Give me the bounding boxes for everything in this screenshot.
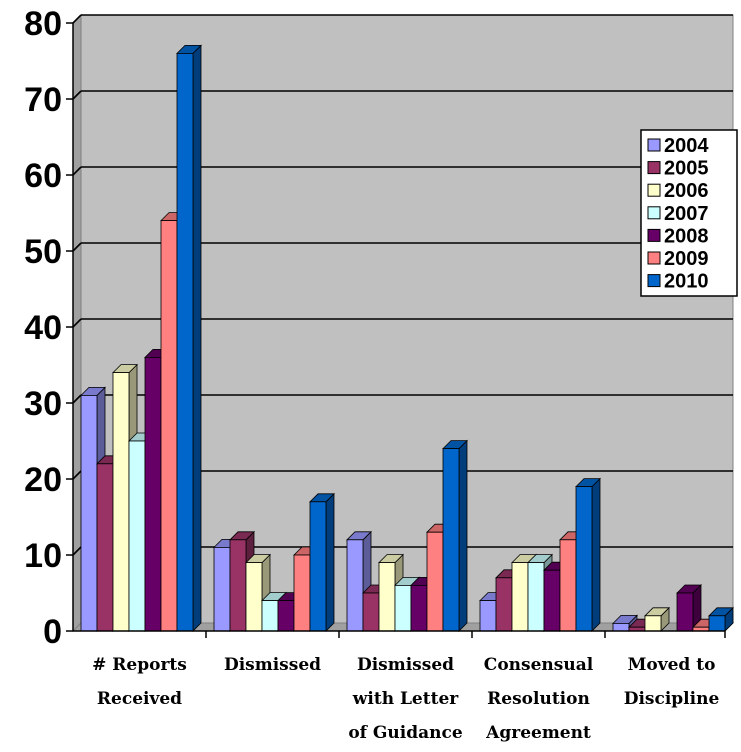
- gridline-side: [72, 394, 82, 404]
- bar-2010-cat-3: [442, 439, 468, 632]
- bar-front: [676, 592, 694, 632]
- gridline-side: [72, 470, 82, 480]
- gridline-side: [72, 546, 82, 556]
- bar-2010-cat-4: [575, 477, 601, 632]
- bar-front: [245, 562, 263, 632]
- bar-front: [160, 220, 178, 632]
- gridline-side: [72, 318, 82, 328]
- bar-front: [708, 615, 726, 632]
- bar-front: [128, 440, 146, 632]
- legend-swatch-2008: [647, 228, 661, 242]
- bar-front: [426, 531, 444, 632]
- legend-swatch-2005: [647, 161, 661, 175]
- bar-front: [612, 623, 630, 632]
- bar-side: [591, 477, 601, 632]
- bars: [80, 44, 734, 632]
- bar-front: [410, 585, 428, 632]
- legend-swatch-2004: [647, 138, 661, 152]
- bar-front: [261, 600, 279, 632]
- y-tick-label: 70: [24, 81, 62, 119]
- bar-front: [559, 539, 577, 632]
- bar-front: [112, 372, 130, 632]
- bar-front: [543, 569, 561, 632]
- bar-front: [346, 539, 364, 632]
- bar-front: [309, 501, 327, 632]
- legend-label-2004: 2004: [664, 135, 709, 157]
- x-tick-label: of Guidance: [348, 723, 463, 743]
- x-tick-label: Resolution: [487, 689, 590, 709]
- y-tick-label: 30: [24, 385, 62, 423]
- legend-label-2010: 2010: [664, 271, 709, 293]
- bar-2010-cat-1: [176, 44, 202, 632]
- bar-front: [362, 592, 380, 632]
- legend-swatch-2010: [647, 274, 661, 288]
- bar-front: [96, 463, 114, 632]
- bar-front: [644, 615, 662, 632]
- y-tick-label: 50: [24, 233, 62, 271]
- bar-front: [229, 539, 247, 632]
- x-tick-label: Discipline: [624, 689, 720, 709]
- bar-front: [176, 53, 194, 632]
- gridline-side: [72, 242, 82, 252]
- legend-swatch-2007: [647, 206, 661, 220]
- bar-front: [442, 448, 460, 632]
- gridline-side: [72, 166, 82, 176]
- bar-front: [511, 562, 529, 632]
- bar-side: [458, 439, 468, 632]
- bar-front: [575, 486, 593, 632]
- legend-label-2008: 2008: [664, 225, 709, 247]
- y-tick-label: 80: [24, 5, 62, 43]
- axes: 0 10 20 30 40 50 60 70 80 # Reports Received Dismis…: [24, 5, 726, 743]
- y-tick-label: 20: [24, 461, 62, 499]
- legend-label-2006: 2006: [664, 180, 709, 202]
- legend-label-2005: 2005: [664, 158, 709, 180]
- legend-label-2007: 2007: [664, 203, 709, 225]
- bar-front: [394, 585, 412, 632]
- bar-side: [192, 44, 202, 632]
- bar-front: [80, 394, 98, 632]
- bar-front: [527, 562, 545, 632]
- y-tick-label: 10: [24, 537, 62, 575]
- x-tick-label: Dismissed: [224, 655, 321, 675]
- bar-front: [378, 562, 396, 632]
- x-tick-label: Dismissed: [357, 655, 454, 675]
- x-tick-label: with Letter: [352, 689, 460, 709]
- bar-front: [277, 600, 295, 632]
- bar-front: [144, 356, 162, 632]
- bar-front: [495, 577, 513, 632]
- bar-2010-cat-5: [708, 606, 734, 632]
- bar-front: [213, 547, 231, 632]
- bar-side: [325, 492, 335, 632]
- x-tick-label: # Reports: [92, 655, 187, 675]
- x-tick-label: Agreement: [485, 723, 591, 743]
- x-tick-label: Moved to: [628, 655, 716, 675]
- x-tick-label: Received: [97, 689, 182, 709]
- legend-swatch-2009: [647, 251, 661, 265]
- bar-2010-cat-2: [309, 492, 335, 632]
- legend-label-2009: 2009: [664, 248, 709, 270]
- y-tick-label: 0: [43, 613, 62, 651]
- legend-swatch-2006: [647, 183, 661, 197]
- x-tick-label: Consensual: [484, 655, 594, 675]
- bar-front: [479, 600, 497, 632]
- y-tick-label: 40: [24, 309, 62, 347]
- bar-front: [293, 554, 311, 632]
- y-tick-label: 60: [24, 157, 62, 195]
- gridline-side: [72, 90, 82, 100]
- gridline-side: [72, 14, 82, 24]
